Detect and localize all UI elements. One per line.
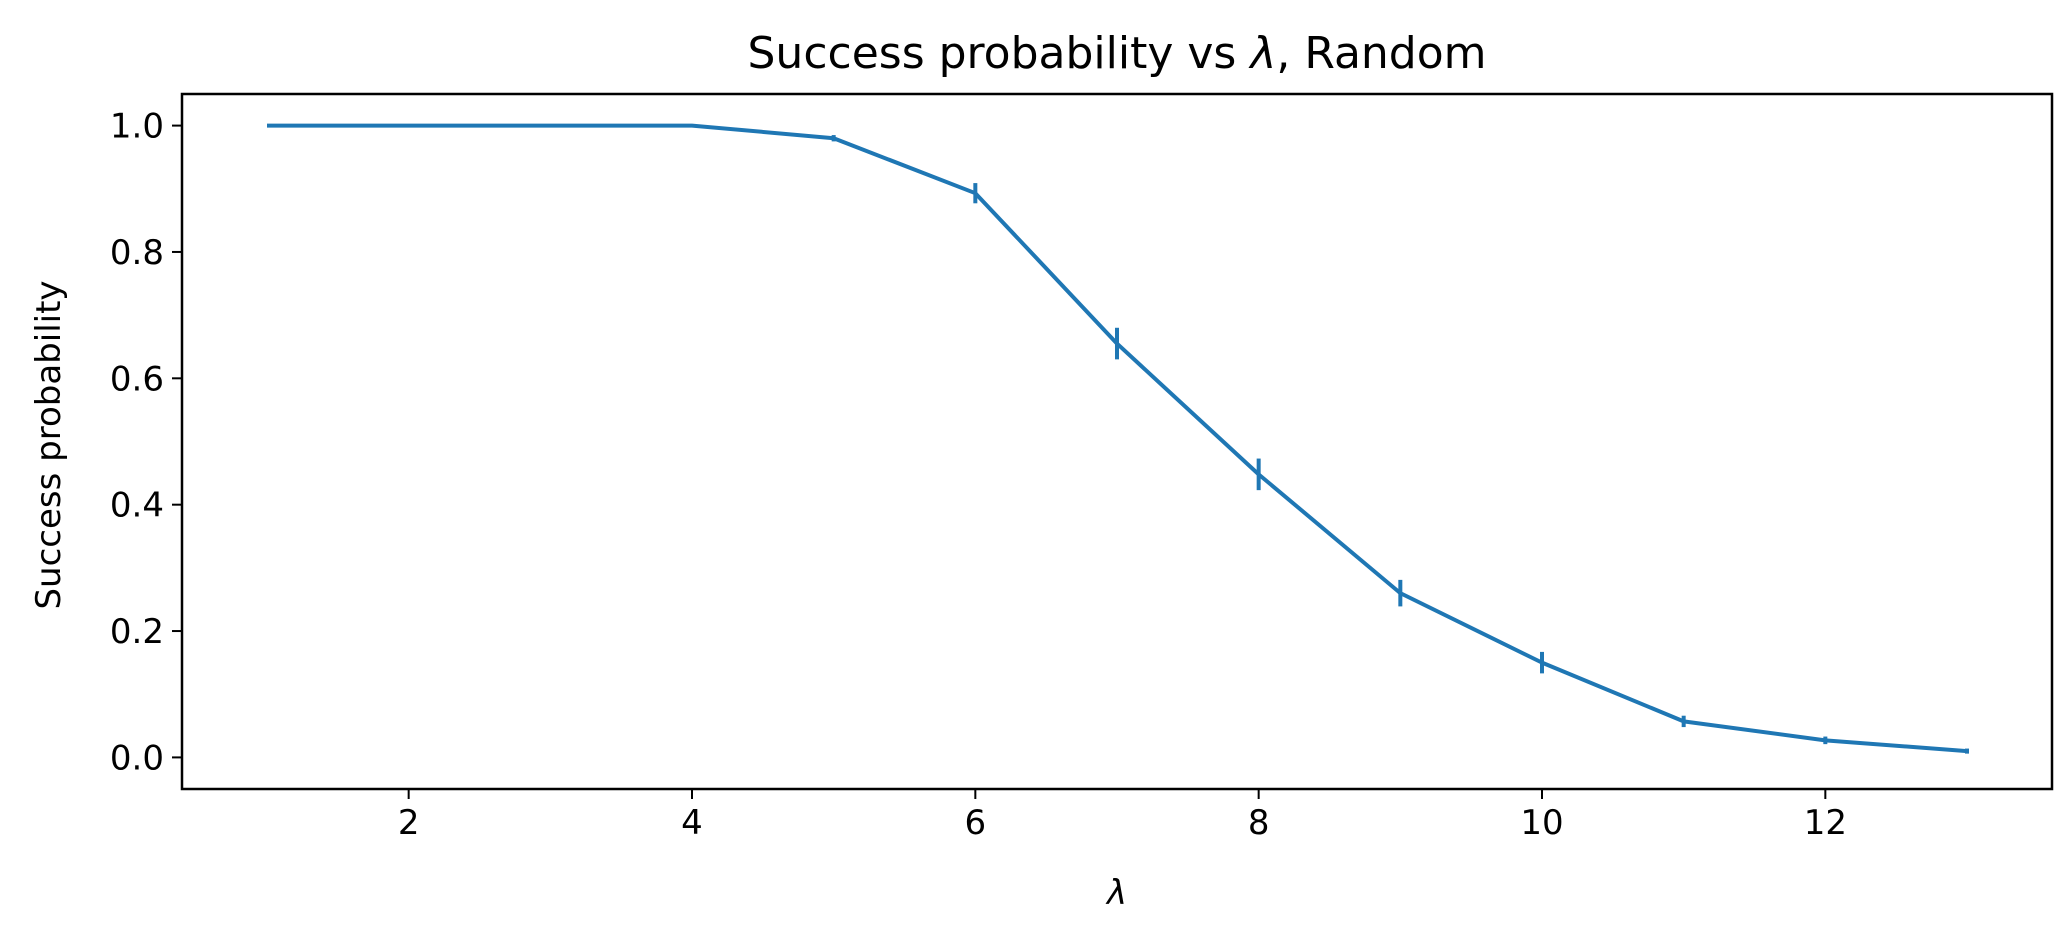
chart-title-main: Success probability vs — [748, 28, 1251, 79]
series-group — [265, 123, 1969, 754]
plot-frame — [180, 92, 2054, 791]
x-tick-label: 6 — [965, 803, 987, 843]
plot-frame-group — [180, 92, 2054, 791]
y-tick-label: 0.0 — [110, 738, 164, 778]
chart-title-group: Success probability vs λ, Random — [748, 28, 1487, 79]
chart-title-symbol: λ — [1248, 28, 1276, 79]
y-tick-label: 1.0 — [110, 107, 164, 147]
x-axis-ticks: 2 4 6 8 10 12 — [398, 789, 1847, 843]
x-tick-label: 8 — [1248, 803, 1270, 843]
x-tick-label: 12 — [1804, 803, 1847, 843]
y-tick-label: 0.6 — [110, 359, 164, 399]
y-tick-label: 0.8 — [110, 233, 164, 273]
series-line — [267, 123, 1968, 754]
x-tick-label: 2 — [398, 803, 420, 843]
y-tick-label: 0.2 — [110, 612, 164, 652]
x-axis-label: λ — [1105, 873, 1127, 913]
chart-title: Success probability vs λ, Random — [748, 28, 1487, 79]
y-axis-ticks: 0.0 0.2 0.4 0.6 0.8 1.0 — [110, 107, 182, 778]
x-tick-label: 4 — [681, 803, 703, 843]
y-tick-label: 0.4 — [110, 486, 164, 526]
y-axis-label: Success probability — [29, 280, 69, 609]
chart-title-suffix: , Random — [1276, 28, 1486, 79]
x-tick-label: 10 — [1520, 803, 1563, 843]
